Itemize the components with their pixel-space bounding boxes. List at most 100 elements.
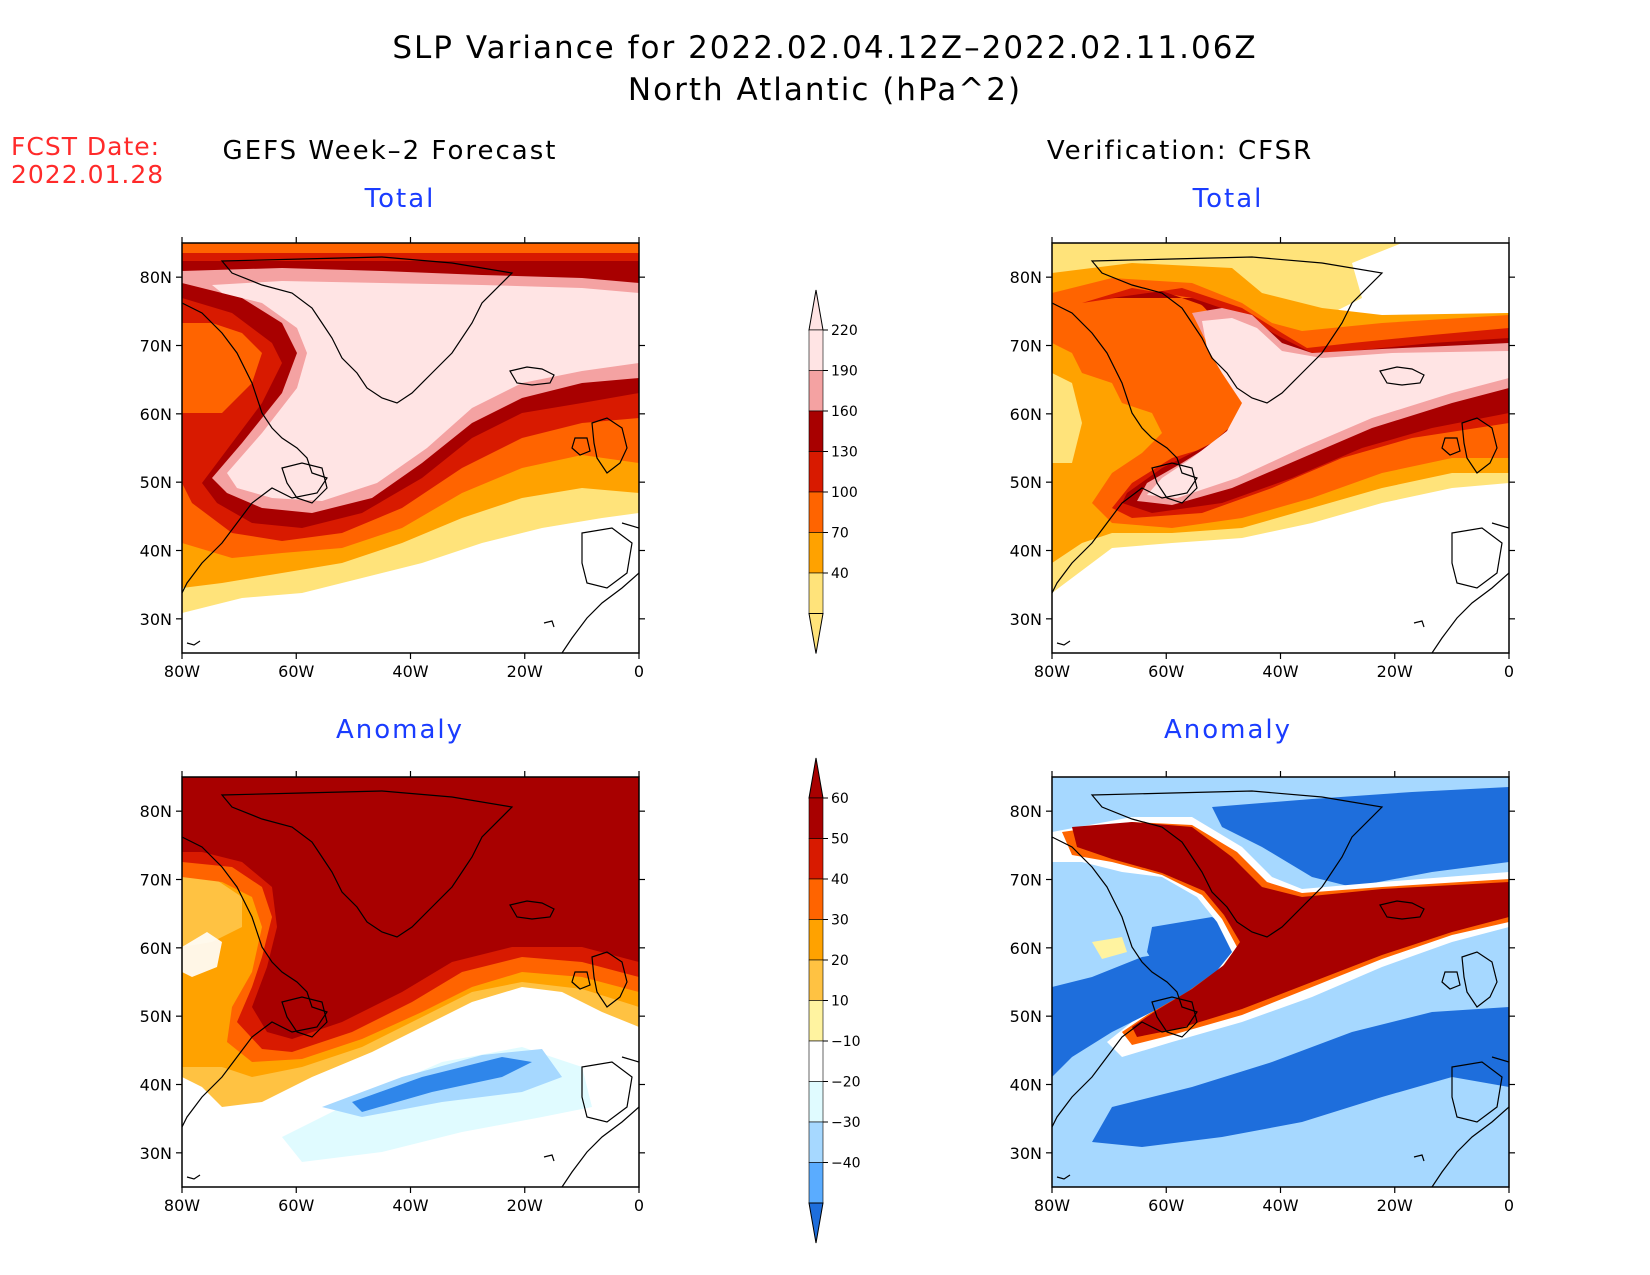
colorbar-swatch: [808, 572, 824, 614]
colorbar-label: 60: [831, 791, 849, 807]
x-tick-label: 40W: [1262, 662, 1298, 681]
x-tick-label: 40W: [392, 662, 428, 681]
y-tick-label: 80N: [1010, 268, 1042, 287]
colorbar-anomaly: 60 50 40 30 20 10 −10 −20 −30 −40: [808, 757, 861, 1244]
y-tick-label: 60N: [1010, 939, 1042, 958]
y-tick-label: 30N: [1010, 1144, 1042, 1163]
panel-title-fcst-anomaly: Anomaly: [335, 715, 465, 745]
x-tick-label: 20W: [507, 1196, 543, 1215]
colorbar-label: 220: [831, 323, 858, 339]
colorbar-label: −40: [831, 1156, 861, 1172]
x-tick-label: 0: [1504, 662, 1514, 681]
colorbar-swatch: [808, 329, 824, 371]
y-tick-label: 50N: [140, 1007, 172, 1026]
y-tick-label: 50N: [1010, 1007, 1042, 1026]
colorbar-end-top: [808, 757, 824, 799]
y-tick-label: 60N: [1010, 405, 1042, 424]
colorbar-label: 20: [831, 953, 849, 969]
x-tick-label: 80W: [1034, 662, 1070, 681]
y-tick-label: 60N: [140, 939, 172, 958]
colorbar-label: −20: [831, 1075, 861, 1091]
x-tick-label: 80W: [1034, 1196, 1070, 1215]
x-tick-label: 60W: [1148, 662, 1184, 681]
colorbar-swatch: [808, 410, 824, 452]
colorbar-label: 40: [831, 872, 849, 888]
x-tick-label: 40W: [392, 1196, 428, 1215]
colorbar-swatch: [808, 919, 824, 961]
main-title-line1: SLP Variance for 2022.02.04.12Z–2022.02.…: [392, 30, 1258, 66]
colorbar-swatch: [808, 1040, 824, 1082]
map-panel-verification-total: [1051, 242, 1510, 654]
y-tick-label: 50N: [140, 473, 172, 492]
x-tick-label: 0: [634, 662, 644, 681]
y-tick-label: 30N: [1010, 610, 1042, 629]
y-tick-label: 30N: [140, 610, 172, 629]
colorbar-end-top: [808, 289, 824, 331]
fcst-date-value: 2022.01.28: [11, 160, 165, 189]
colorbar-swatch: [808, 491, 824, 533]
y-tick-label: 40N: [140, 1076, 172, 1095]
colorbar-label: 40: [831, 566, 849, 582]
colorbar-total: 220 190 160 130 100 70 40: [808, 289, 858, 654]
colorbar-end-bottom: [808, 613, 824, 654]
colorbar-end-bottom: [808, 1202, 824, 1244]
colorbar-swatch: [808, 838, 824, 880]
column-title-verification: Verification: CFSR: [1046, 136, 1314, 166]
y-tick-label: 40N: [1010, 542, 1042, 561]
colorbar-swatch: [808, 532, 824, 574]
map-panel-forecast-total: [181, 242, 640, 654]
colorbar-swatch: [808, 1162, 824, 1204]
colorbar-swatch: [808, 1081, 824, 1123]
map-panel-verification-anomaly: [1051, 776, 1510, 1188]
x-tick-label: 60W: [1148, 1196, 1184, 1215]
y-tick-label: 80N: [1010, 802, 1042, 821]
y-tick-label: 50N: [1010, 473, 1042, 492]
y-tick-label: 40N: [140, 542, 172, 561]
colorbar-label: 30: [831, 913, 849, 929]
colorbar-swatch: [808, 1121, 824, 1163]
y-tick-label: 70N: [1010, 337, 1042, 356]
colorbar-swatch: [808, 878, 824, 920]
y-tick-label: 40N: [1010, 1076, 1042, 1095]
y-tick-label: 70N: [140, 871, 172, 890]
x-tick-label: 40W: [1262, 1196, 1298, 1215]
colorbar-label: 50: [831, 832, 849, 848]
colorbar-label: 10: [831, 994, 849, 1010]
x-tick-label: 20W: [1377, 662, 1413, 681]
colorbar-swatch: [808, 797, 824, 839]
colorbar-swatch: [808, 370, 824, 412]
y-tick-label: 80N: [140, 268, 172, 287]
main-title-line2: North Atlantic (hPa^2): [627, 72, 1023, 108]
colorbar-label: −10: [831, 1034, 861, 1050]
x-tick-label: 0: [634, 1196, 644, 1215]
map-panel-forecast-anomaly: [181, 776, 640, 1188]
colorbar-label: 160: [831, 404, 858, 420]
colorbar-label: 100: [831, 485, 858, 501]
y-tick-label: 30N: [140, 1144, 172, 1163]
x-tick-label: 60W: [278, 1196, 314, 1215]
axes-layer: 80W 60W 40W 20W 0 80N 70N 60N 50N 40N 30N 80W 60W 40W…: [140, 237, 1515, 1215]
x-tick-label: 80W: [164, 662, 200, 681]
x-tick-label: 60W: [278, 662, 314, 681]
colorbar-label: 190: [831, 364, 858, 380]
x-tick-label: 20W: [1377, 1196, 1413, 1215]
panel-title-fcst-total: Total: [364, 184, 436, 214]
y-tick-label: 70N: [140, 337, 172, 356]
x-tick-label: 80W: [164, 1196, 200, 1215]
colorbar-swatch: [808, 959, 824, 1001]
column-title-forecast: GEFS Week–2 Forecast: [222, 136, 558, 166]
panel-title-verif-anomaly: Anomaly: [1163, 715, 1293, 745]
y-tick-label: 60N: [140, 405, 172, 424]
colorbar-label: −30: [831, 1115, 861, 1131]
colorbar-swatch: [808, 451, 824, 493]
colorbar-label: 130: [831, 445, 858, 461]
panel-title-verif-total: Total: [1192, 184, 1264, 214]
y-tick-label: 80N: [140, 802, 172, 821]
colorbar-label: 70: [831, 526, 849, 542]
x-tick-label: 20W: [507, 662, 543, 681]
x-tick-label: 0: [1504, 1196, 1514, 1215]
y-tick-label: 70N: [1010, 871, 1042, 890]
fcst-date-label: FCST Date:: [11, 132, 161, 161]
colorbar-swatch: [808, 1000, 824, 1042]
